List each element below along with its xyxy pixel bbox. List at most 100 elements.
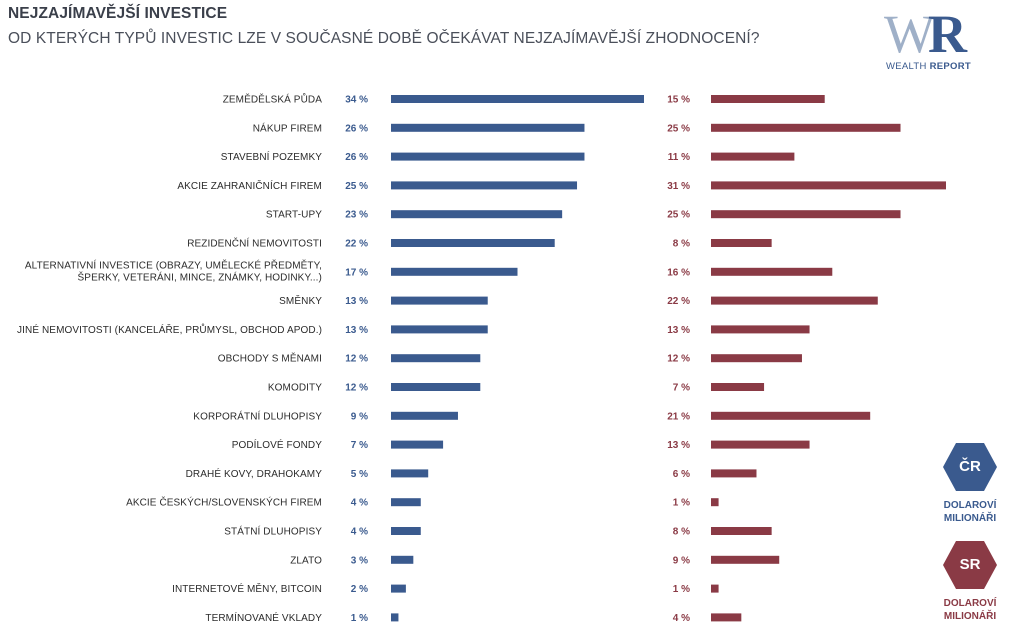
cr-value-label: 23 % [345,210,368,221]
cr-value-label: 12 % [345,354,368,365]
category-label: START-UPY [266,210,322,221]
cr-value-label: 12 % [345,383,368,394]
cr-value-label: 34 % [345,95,368,106]
cr-bar [391,613,399,622]
sr-badge-label: SR [959,556,981,573]
cr-bar [391,123,585,132]
cr-bar [391,296,488,305]
category-label: INTERNETOVÉ MĚNY, BITCOIN [172,582,322,595]
sr-value-label: 8 % [673,527,690,538]
cr-caption: DOLAROVÍ MILIONÁŘI [928,499,1012,525]
logo-mark-w: W [884,6,935,58]
category-label: SMĚNKY [279,294,322,307]
sr-bar [711,555,780,564]
sr-value-label: 21 % [667,411,690,422]
cr-value-label: 5 % [351,469,368,480]
logo-text-bold: REPORT [929,61,972,72]
sr-bar [711,584,719,593]
cr-bar [391,152,585,161]
cr-value-label: 4 % [351,527,368,538]
sr-value-label: 15 % [667,95,690,106]
category-label: KORPORÁTNÍ DLUHOPISY [193,409,322,422]
sr-bar [711,411,871,420]
cr-bar [391,383,481,391]
sr-value-label: 31 % [667,181,690,192]
sr-value-label: 25 % [667,210,690,221]
cr-bar [391,210,563,219]
sr-value-label: 11 % [668,152,690,163]
wr-logo-icon: W R [884,6,968,58]
cr-bar [391,354,481,363]
sr-bar [711,123,901,132]
sr-value-label: 13 % [667,325,690,336]
cr-value-label: 26 % [345,123,368,134]
logo-mark-r: R [928,6,968,58]
cr-bar [391,95,644,103]
cr-value-label: 2 % [351,584,368,595]
sr-bar [711,354,802,363]
sr-bar [711,613,742,622]
sr-bar [711,239,772,247]
legend-cr: ČR DOLAROVÍ MILIONÁŘI [928,442,1012,525]
sr-bar [711,527,772,535]
category-label: OBCHODY S MĚNAMI [218,352,322,365]
category-label: JINÉ NEMOVITOSTI (KANCELÁŘE, PRŮMYSL, OB… [17,323,322,336]
cr-value-label: 13 % [345,296,368,307]
cr-caption-line2: MILIONÁŘI [943,513,997,524]
category-label: AKCIE ČESKÝCH/SLOVENSKÝCH FIREM [126,496,322,509]
category-label: REZIDENČNÍ NEMOVITOSTI [187,237,322,250]
sr-value-label: 8 % [673,239,690,250]
category-label: ZLATO [290,555,322,566]
sr-caption: DOLAROVÍ MILIONÁŘI [928,597,1012,623]
cr-badge-label: ČR [959,458,981,475]
sr-value-label: 1 % [673,498,690,509]
sr-value-label: 13 % [667,440,690,451]
sr-value-label: 9 % [673,555,690,566]
sr-caption-line1: DOLAROVÍ [943,598,997,609]
sr-bar [711,267,833,276]
sr-bar [711,440,810,449]
sr-value-label: 4 % [673,613,690,624]
category-label: STAVEBNÍ POZEMKY [221,150,322,163]
legend-sr: SR DOLAROVÍ MILIONÁŘI [928,540,1012,623]
cr-value-label: 9 % [351,411,368,422]
sr-value-label: 25 % [667,123,690,134]
cr-caption-line1: DOLAROVÍ [943,500,997,511]
sr-bar [711,95,825,103]
cr-bar [391,325,488,334]
category-label: STÁTNÍ DLUHOPISY [224,525,322,538]
cr-value-label: 7 % [351,440,368,451]
category-label: NÁKUP FIREM [253,121,322,134]
sr-bar [711,383,765,391]
chart-subtitle: OD KTERÝCH TYPŮ INVESTIC LZE V SOUČASNÉ … [8,30,760,47]
cr-value-label: 3 % [351,555,368,566]
cr-value-label: 4 % [351,498,368,509]
sr-value-label: 1 % [673,584,690,595]
cr-value-label: 26 % [345,152,368,163]
category-label: ALTERNATIVNÍ INVESTICE (OBRAZY, UMĚLECKÉ… [25,258,322,283]
category-label: PODÍLOVÉ FONDY [232,438,323,451]
sr-bar [711,181,946,190]
cr-value-label: 13 % [345,325,368,336]
sr-bar [711,296,878,305]
category-label: KOMODITY [268,383,322,394]
logo-wordmark: WEALTH REPORT [886,61,971,72]
category-label: AKCIE ZAHRANIČNÍCH FIREM [177,179,322,192]
sr-value-label: 7 % [673,383,690,394]
cr-bar [391,411,458,420]
sr-bar [711,152,795,161]
cr-bar [391,469,429,478]
category-label: DRAHÉ KOVY, DRAHOKAMY [186,467,323,480]
sr-value-label: 6 % [673,469,690,480]
cr-value-label: 25 % [345,181,368,192]
chart-title: NEJZAJÍMAVĚJŠÍ INVESTICE [8,5,228,22]
cr-bar [391,555,414,564]
cr-bar [391,498,421,507]
cr-bar [391,527,421,535]
sr-bar [711,325,810,334]
sr-value-label: 16 % [667,267,690,278]
sr-value-label: 12 % [667,354,690,365]
category-label: TERMÍNOVANÉ VKLADY [205,611,322,624]
logo-text-light: WEALTH [886,61,930,72]
